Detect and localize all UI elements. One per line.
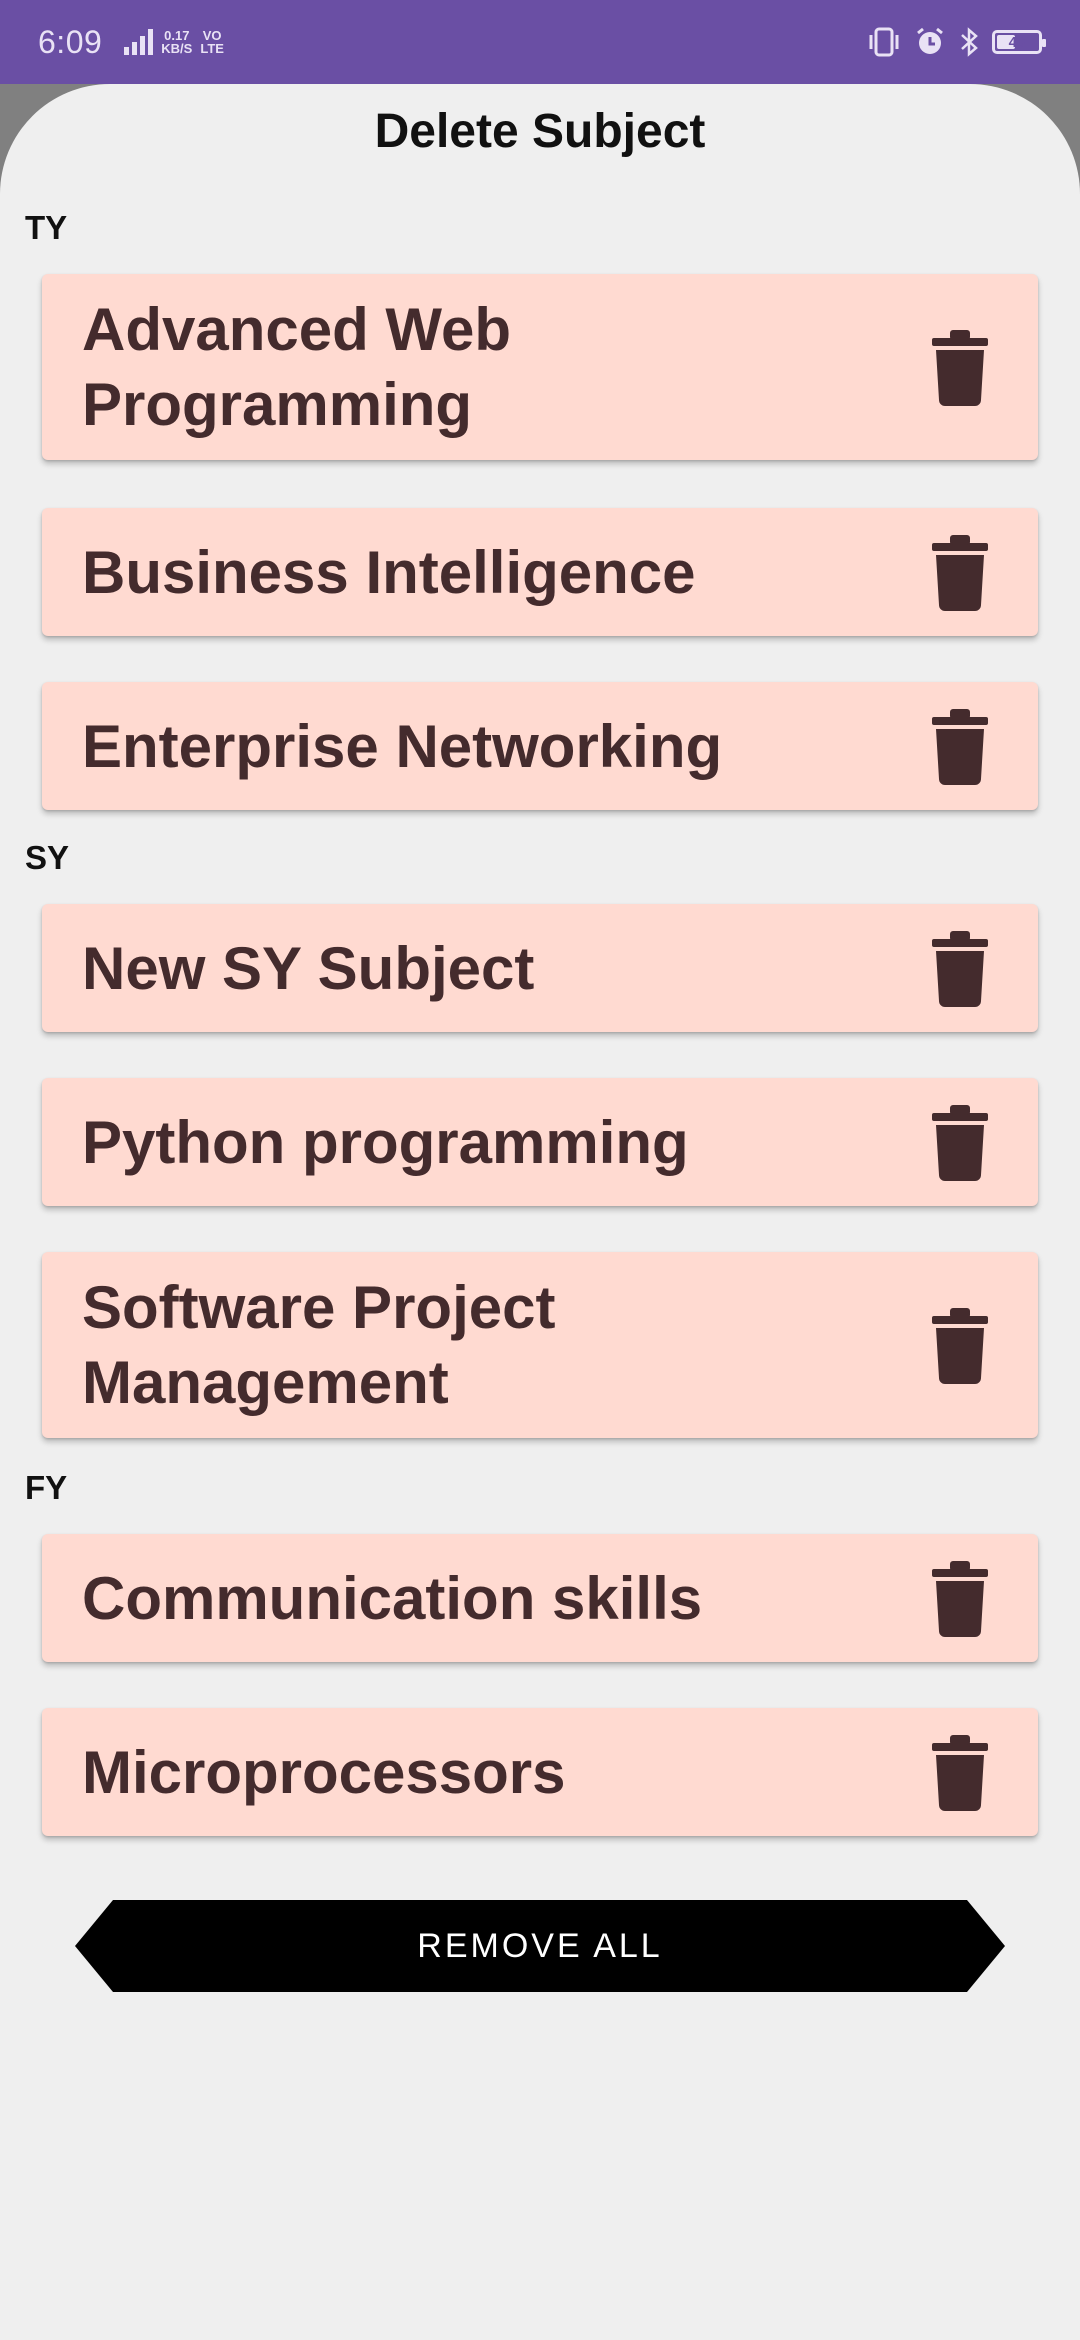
battery-level: 40 xyxy=(1008,33,1026,51)
subject-card: Python programming xyxy=(42,1078,1038,1206)
trash-icon[interactable] xyxy=(930,1103,990,1181)
alarm-icon xyxy=(917,27,943,54)
subject-card: Advanced Web Programming xyxy=(42,274,1038,460)
volte-top: VO xyxy=(202,28,222,43)
section-label-fy: FY xyxy=(25,1469,68,1506)
subject-name: Advanced Web Programming xyxy=(82,296,511,438)
trash-icon[interactable] xyxy=(930,707,990,785)
volte-badge: VO LTE xyxy=(200,29,224,55)
vibrate-icon xyxy=(869,27,899,57)
status-bar: 6:09 0.17 KB/S VO LTE xyxy=(0,0,1080,84)
subject-name: Software Project Management xyxy=(82,1274,556,1416)
trash-icon[interactable] xyxy=(930,328,990,406)
subject-card: Business Intelligence xyxy=(42,508,1038,636)
subject-name: Communication skills xyxy=(82,1564,703,1632)
page-title: Delete Subject xyxy=(374,105,706,158)
network-indicators: 0.17 KB/S VO LTE xyxy=(124,29,224,55)
subject-name: Enterprise Networking xyxy=(82,712,723,780)
subject-name: Python programming xyxy=(82,1108,689,1176)
volte-bottom: LTE xyxy=(200,41,224,56)
battery-icon: 40 xyxy=(992,30,1046,54)
network-speed: 0.17 KB/S xyxy=(161,29,192,55)
trash-icon[interactable] xyxy=(930,1306,990,1384)
subject-card: Enterprise Networking xyxy=(42,682,1038,810)
subject-name: New SY Subject xyxy=(82,934,535,1002)
subject-card: Software Project Management xyxy=(42,1252,1038,1438)
trash-icon[interactable] xyxy=(930,929,990,1007)
bottom-sheet: Delete Subject TY Advanced Web Programmi… xyxy=(0,84,1080,2340)
bluetooth-icon xyxy=(961,27,978,57)
remove-all-button[interactable]: REMOVE ALL xyxy=(75,1900,1005,1992)
signal-icon xyxy=(124,29,154,55)
trash-icon[interactable] xyxy=(930,533,990,611)
network-speed-unit: KB/S xyxy=(161,41,193,56)
subject-card: Microprocessors xyxy=(42,1708,1038,1836)
section-label-ty: TY xyxy=(25,209,68,246)
subject-name: Business Intelligence xyxy=(82,538,696,606)
subject-name: Microprocessors xyxy=(82,1738,566,1806)
trash-icon[interactable] xyxy=(930,1733,990,1811)
subject-card: Communication skills xyxy=(42,1534,1038,1662)
trash-icon[interactable] xyxy=(930,1559,990,1637)
network-speed-value: 0.17 xyxy=(164,28,190,43)
subject-card: New SY Subject xyxy=(42,904,1038,1032)
section-label-sy: SY xyxy=(25,839,70,876)
status-right-icons: 40 xyxy=(866,26,1046,58)
status-time: 6:09 xyxy=(38,23,103,60)
